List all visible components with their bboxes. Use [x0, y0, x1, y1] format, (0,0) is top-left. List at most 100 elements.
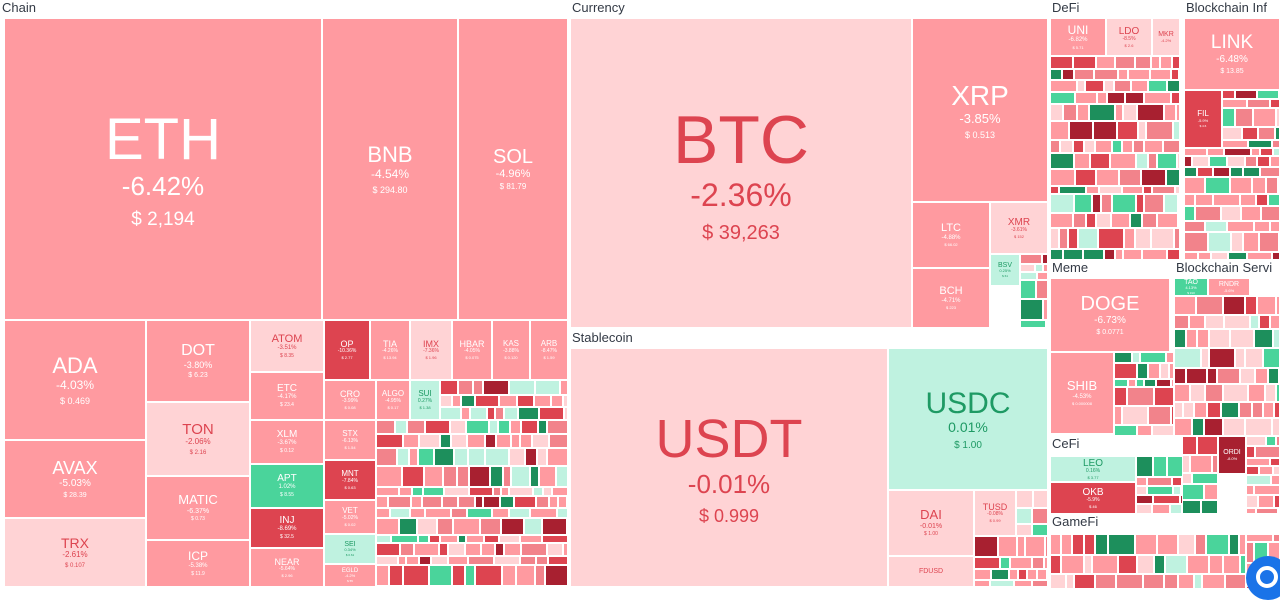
coin-tile-small[interactable] [424, 466, 443, 487]
coin-tile-small[interactable] [376, 448, 397, 466]
coin-tile-bnb[interactable]: BNB -4.54% $ 294.80 [322, 18, 458, 320]
coin-tile-small[interactable] [1025, 536, 1045, 557]
coin-tile-small[interactable] [467, 434, 485, 448]
coin-tile-small[interactable] [1150, 69, 1171, 80]
coin-tile-small[interactable] [1201, 500, 1218, 514]
coin-tile-small[interactable] [448, 556, 468, 565]
coin-tile-small[interactable] [1098, 228, 1124, 249]
coin-tile-small[interactable] [1260, 148, 1273, 156]
coin-tile-small[interactable] [1246, 466, 1259, 475]
coin-tile-small[interactable] [1271, 475, 1280, 485]
coin-tile-small[interactable] [485, 448, 509, 466]
coin-tile-small[interactable] [494, 556, 520, 565]
coin-tile-small[interactable] [376, 434, 403, 448]
coin-tile-small[interactable] [1061, 534, 1072, 555]
coin-tile-small[interactable] [419, 434, 440, 448]
coin-tile-small[interactable] [496, 434, 511, 448]
coin-tile-small[interactable] [549, 434, 568, 448]
coin-tile-small[interactable] [1164, 104, 1176, 121]
coin-tile-small[interactable] [1207, 402, 1221, 418]
coin-tile-sei[interactable]: SEI 0.34% $ 0.61 [324, 534, 376, 564]
coin-tile-small[interactable] [538, 420, 547, 434]
coin-tile-small[interactable] [407, 420, 425, 434]
coin-tile-small[interactable] [1137, 363, 1148, 379]
coin-tile-small[interactable] [1000, 557, 1010, 569]
coin-tile-small[interactable] [469, 466, 490, 487]
coin-tile-ltc[interactable]: LTC -4.88% $ 66.02 [912, 202, 990, 268]
coin-tile-small[interactable] [1209, 555, 1223, 574]
coin-tile-small[interactable] [1095, 534, 1108, 555]
coin-tile-small[interactable] [1050, 534, 1061, 555]
coin-tile-small[interactable] [1270, 156, 1280, 167]
coin-tile-small[interactable] [1111, 213, 1130, 228]
coin-tile-small[interactable] [504, 543, 521, 556]
coin-tile-small[interactable] [1035, 264, 1043, 272]
coin-tile-small[interactable] [376, 420, 395, 434]
coin-tile-small[interactable] [1207, 148, 1224, 156]
coin-tile-small[interactable] [452, 565, 465, 586]
coin-tile-small[interactable] [521, 543, 547, 556]
coin-tile-small[interactable] [1069, 121, 1093, 140]
coin-tile-small[interactable] [1254, 329, 1273, 348]
coin-tile-small[interactable] [1184, 167, 1197, 177]
coin-tile-small[interactable] [509, 508, 530, 518]
coin-tile-xlm[interactable]: XLM -3.67% $ 0.12 [250, 420, 324, 464]
coin-tile-small[interactable] [1010, 557, 1032, 569]
coin-tile-small[interactable] [389, 565, 403, 586]
coin-tile-small[interactable] [1246, 475, 1271, 485]
coin-tile-small[interactable] [1254, 485, 1280, 495]
coin-tile-small[interactable] [560, 380, 568, 395]
coin-tile-small[interactable] [1114, 406, 1122, 425]
coin-tile-xmr[interactable]: XMR -3.61% $ 152 [990, 202, 1048, 254]
coin-tile-imx[interactable]: IMX -7.36% $ 1.96 [410, 320, 452, 380]
coin-tile-small[interactable] [484, 535, 499, 543]
coin-tile-small[interactable] [1147, 477, 1172, 486]
coin-tile-small[interactable] [1190, 455, 1212, 473]
coin-tile-small[interactable] [376, 556, 398, 565]
coin-tile-small[interactable] [1270, 315, 1280, 329]
coin-tile-small[interactable] [1182, 473, 1192, 484]
coin-tile-small[interactable] [483, 496, 500, 508]
coin-tile-small[interactable] [1142, 249, 1167, 260]
coin-tile-small[interactable] [1096, 56, 1115, 69]
coin-tile-small[interactable] [518, 407, 539, 420]
coin-tile-small[interactable] [1043, 299, 1048, 320]
coin-tile-shib[interactable]: SHIB -4.53% $ 0.000008 [1050, 352, 1114, 434]
coin-tile-small[interactable] [1112, 140, 1122, 153]
coin-tile-small[interactable] [1171, 92, 1180, 104]
coin-tile-near[interactable]: NEAR -5.64% $ 2.96 [250, 548, 324, 587]
coin-tile-small[interactable] [1235, 348, 1245, 368]
coin-tile-small[interactable] [1142, 213, 1157, 228]
coin-tile-small[interactable] [1131, 80, 1148, 92]
coin-tile-small[interactable] [1016, 490, 1033, 508]
coin-tile-small[interactable] [1160, 56, 1172, 69]
coin-tile-small[interactable] [1114, 379, 1128, 387]
coin-tile-small[interactable] [1115, 56, 1135, 69]
coin-tile-small[interactable] [1276, 108, 1280, 127]
coin-tile-small[interactable] [1130, 213, 1142, 228]
coin-tile-small[interactable] [452, 395, 461, 407]
coin-tile-small[interactable] [539, 466, 556, 487]
coin-tile-small[interactable] [1144, 140, 1163, 153]
coin-tile-small[interactable] [1078, 228, 1098, 249]
coin-tile-small[interactable] [1245, 348, 1263, 368]
coin-tile-small[interactable] [470, 407, 487, 420]
coin-tile-small[interactable] [1253, 108, 1276, 127]
coin-tile-small[interactable] [376, 535, 391, 543]
coin-tile-small[interactable] [1009, 569, 1018, 580]
coin-tile-small[interactable] [1195, 534, 1206, 555]
coin-tile-small[interactable] [1230, 177, 1252, 194]
coin-tile-small[interactable] [520, 535, 542, 543]
coin-tile-small[interactable] [1263, 402, 1274, 418]
coin-tile-small[interactable] [530, 508, 557, 518]
coin-tile-hbar[interactable]: HBAR -4.05% $ 0.075 [452, 320, 492, 380]
coin-tile-doge[interactable]: DOGE -6.73% $ 0.0771 [1050, 278, 1170, 352]
coin-tile-small[interactable] [1258, 495, 1274, 508]
coin-tile-small[interactable] [500, 496, 514, 508]
coin-tile-small[interactable] [451, 434, 467, 448]
coin-tile-small[interactable] [1222, 108, 1235, 127]
coin-tile-small[interactable] [1154, 555, 1165, 574]
coin-tile-small[interactable] [1163, 140, 1180, 153]
coin-tile-small[interactable] [1221, 206, 1241, 221]
coin-tile-small[interactable] [1259, 466, 1273, 475]
